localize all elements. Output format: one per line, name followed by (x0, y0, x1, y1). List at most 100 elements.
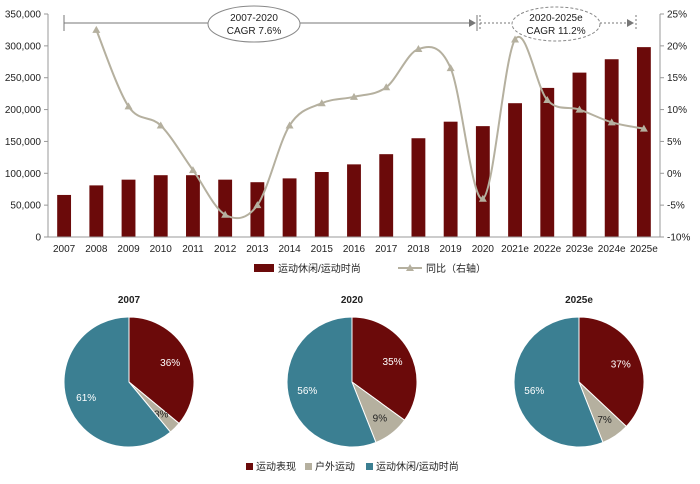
annotation-arrowhead (469, 19, 476, 27)
y-left-tick-label: 300,000 (5, 41, 42, 52)
axes: 0 50,000 100,000 150,000 200,000 250,000 300,0… (5, 10, 691, 256)
line-point (575, 105, 584, 113)
y-right-tick-label: -10% (667, 233, 690, 244)
yoy-line (95, 29, 645, 220)
bar (89, 185, 104, 237)
x-tick-label: 2018 (407, 244, 430, 255)
pie-slice (286, 316, 377, 448)
bar (347, 164, 361, 237)
line-point (350, 92, 358, 100)
x-tick-label: 2017 (375, 244, 398, 255)
pie-value-label: 61% (76, 393, 96, 404)
bar (572, 72, 587, 237)
bar (186, 175, 200, 237)
bar (443, 121, 458, 237)
legend-swatch-marker (406, 264, 414, 271)
x-tick-label: 2024e (598, 244, 626, 255)
x-tick-label: 2023e (566, 244, 594, 255)
line-point (478, 194, 487, 202)
line-point (221, 210, 230, 218)
pie-value-label: 37% (611, 359, 631, 370)
annotation-cagr: CAGR 7.6% (227, 26, 282, 37)
bar (153, 175, 168, 237)
line-point (92, 25, 101, 33)
pie-legend-label: 运动休闲/运动时尚 (376, 460, 459, 473)
legend-swatch-bar (254, 264, 274, 272)
bar-series (57, 47, 651, 238)
legend-label: 运动休闲/运动时尚 (278, 262, 361, 275)
bar (604, 59, 619, 237)
pie-legend-label: 户外运动 (315, 460, 355, 473)
pie-title: 2020 (341, 295, 364, 306)
bar (57, 194, 72, 237)
y-left-tick-label: 100,000 (5, 169, 42, 180)
x-tick-label: 2015 (311, 244, 334, 255)
y-right-tick-label: 5% (667, 137, 682, 148)
annotations: 2007-2020 CAGR 7.6% 2020-2025e CAGR 11.2% (63, 5, 637, 43)
line-point (188, 166, 197, 174)
main-legend: 运动休闲/运动时尚 同比（右轴） (254, 262, 486, 275)
legend-label: 同比（右轴） (426, 262, 486, 275)
x-tick-label: 2009 (117, 244, 140, 255)
line-point (253, 201, 262, 209)
annotation-bubble (207, 5, 301, 43)
x-tick-label: 2021e (501, 244, 529, 255)
y-left-tick-label: 200,000 (5, 105, 42, 116)
line-point (156, 121, 165, 129)
y-left-tick-label: 150,000 (5, 137, 42, 148)
x-tick-label: 2022e (533, 244, 561, 255)
pie-value-label: 35% (383, 357, 403, 368)
pie-title: 2007 (118, 295, 141, 306)
y-right-tick-label: 15% (667, 73, 687, 84)
x-tick-label: 2011 (182, 244, 204, 255)
pie-value-label: 7% (597, 415, 612, 426)
pie-charts: 2007 36% 3% 61% 2020 35% 9% 56% 2025e 37% 7% 56% (63, 295, 645, 448)
bar (282, 178, 297, 237)
line-point (511, 35, 520, 43)
line-point (124, 102, 133, 110)
pie-value-label: 3% (154, 410, 169, 421)
line-point (607, 118, 616, 126)
y-right-tick-label: 10% (667, 105, 687, 116)
bar (411, 138, 426, 237)
x-tick-label: 2019 (440, 244, 463, 255)
line-point (543, 96, 552, 104)
pie-value-label: 9% (373, 413, 388, 424)
bar (250, 182, 265, 237)
y-left-tick-label: 250,000 (5, 73, 42, 84)
x-tick-label: 2025e (630, 244, 658, 255)
line-series (92, 25, 648, 220)
bar (218, 179, 233, 237)
pie-slice (578, 316, 645, 428)
line-point (639, 124, 648, 132)
x-tick-label: 2013 (246, 244, 269, 255)
line-point (414, 45, 423, 53)
pie-title: 2025e (565, 295, 593, 306)
bar (540, 87, 555, 237)
pie-value-label: 36% (160, 358, 180, 369)
pie-slice (513, 316, 604, 448)
y-left-tick-label: 350,000 (5, 10, 42, 21)
y-right-tick-label: 25% (667, 10, 687, 21)
x-tick-label: 2010 (150, 244, 173, 255)
x-tick-label: 2012 (214, 244, 237, 255)
x-tick-label: 2016 (343, 244, 366, 255)
bar (121, 179, 136, 237)
annotation-bubble (511, 6, 601, 42)
y-right-tick-label: 0% (667, 169, 682, 180)
bar (508, 103, 522, 237)
pie-legend: 运动表现 户外运动 运动休闲/运动时尚 (246, 460, 459, 473)
x-tick-label: 2007 (53, 244, 76, 255)
annotation-cagr: CAGR 11.2% (526, 26, 585, 37)
pie-value-label: 56% (524, 386, 544, 397)
line-point (285, 121, 294, 129)
bar (379, 154, 394, 237)
pie-legend-swatch (246, 463, 253, 470)
pie-slice (128, 316, 195, 425)
bar (314, 172, 329, 237)
pie-slice (351, 316, 418, 421)
pie-legend-swatch (366, 463, 373, 470)
y-left-tick-label: 50,000 (10, 201, 41, 212)
